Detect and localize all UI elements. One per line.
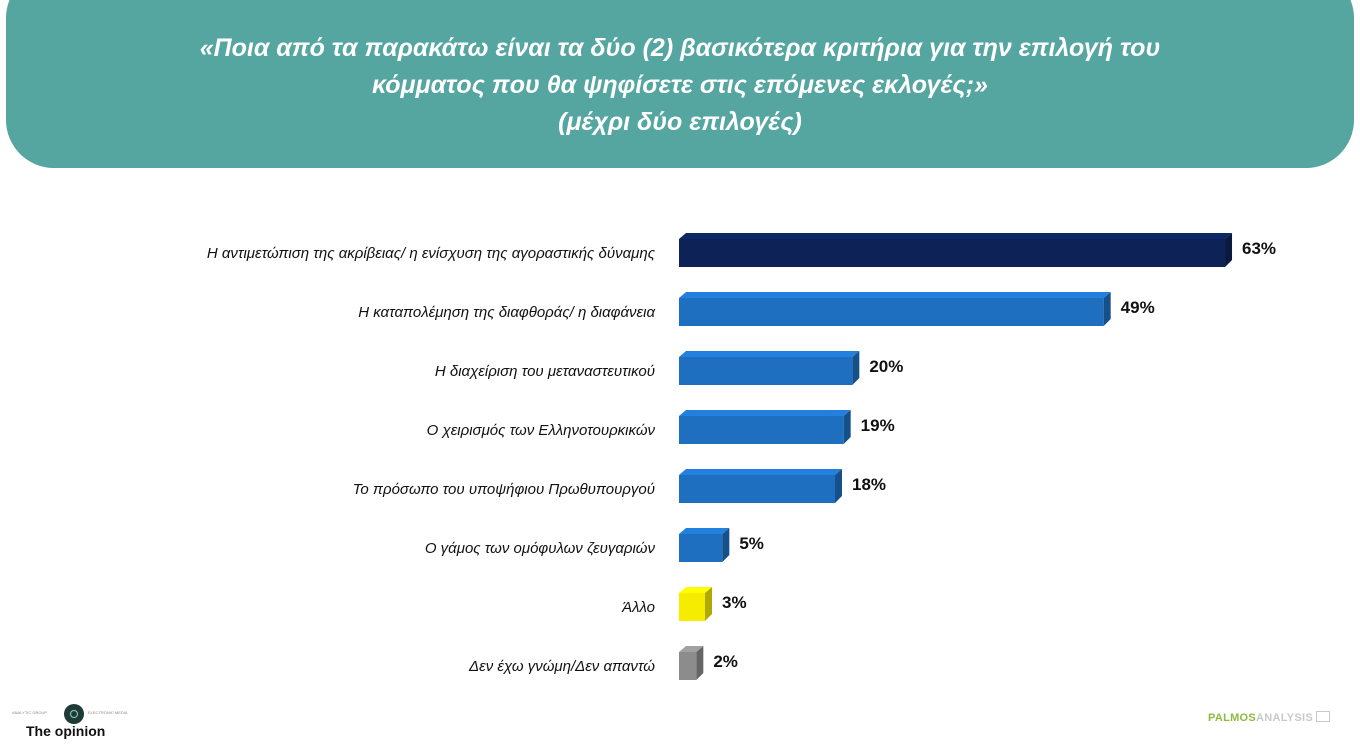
value-label: 19% bbox=[861, 416, 895, 435]
bar-side bbox=[705, 587, 713, 621]
the-opinion-logo: ANALYTIC GROUP ELECTRONIC MEDIA The opin… bbox=[12, 703, 152, 743]
bar-group: Ο χειρισμός των Ελληνοτουρκικών 19% bbox=[427, 410, 895, 444]
bar-top bbox=[679, 587, 713, 593]
bar-group: Το πρόσωπο του υποψήφιου Πρωθυπουργού 18% bbox=[353, 469, 886, 503]
bar-face bbox=[679, 534, 723, 562]
bar-group: Ο γάμος των ομόφυλων ζευγαριών 5% bbox=[425, 528, 764, 562]
question-note: (μέχρι δύο επιλογές) bbox=[558, 108, 802, 136]
value-label: 63% bbox=[1242, 239, 1276, 258]
value-label: 18% bbox=[852, 475, 886, 494]
category-label: Το πρόσωπο του υποψήφιου Πρωθυπουργού bbox=[353, 481, 655, 498]
bar-face bbox=[679, 298, 1104, 326]
bar-face bbox=[679, 416, 844, 444]
bar-side bbox=[852, 351, 860, 385]
category-label: Δεν έχω γνώμη/Δεν απαντώ bbox=[468, 658, 655, 675]
bar-face bbox=[679, 593, 706, 621]
category-label: Ο γάμος των ομόφυλων ζευγαριών bbox=[425, 540, 656, 557]
bar-top bbox=[679, 233, 1233, 239]
bar-top bbox=[679, 410, 851, 416]
question-line-2: κόμματος που θα ψηφίσετε στις επόμενες ε… bbox=[372, 71, 988, 99]
bar-face bbox=[679, 652, 697, 680]
bar-face bbox=[679, 239, 1226, 267]
category-label: Η καταπολέμηση της διαφθοράς/ η διαφάνει… bbox=[358, 304, 655, 321]
category-label: Η διαχείριση του μεταναστευτικού bbox=[435, 363, 655, 380]
bar-group: Η διαχείριση του μεταναστευτικού 20% bbox=[435, 351, 903, 385]
bar-side bbox=[835, 469, 843, 503]
bar-group: Δεν έχω γνώμη/Δεν απαντώ 2% bbox=[468, 646, 738, 680]
title-banner bbox=[6, 0, 1354, 168]
bar-group: Η καταπολέμηση της διαφθοράς/ η διαφάνει… bbox=[358, 292, 1155, 326]
logo-small-right-text: ELECTRONIC MEDIA bbox=[88, 710, 128, 715]
palmos-analysis-logo: PALMOSANALYSIS bbox=[1208, 711, 1331, 724]
logo-brand-text: The opinion bbox=[26, 723, 106, 739]
bar-face bbox=[679, 475, 836, 503]
palmos-text: PALMOS bbox=[1208, 712, 1257, 724]
bar-side bbox=[843, 410, 851, 444]
bar-group: Άλλο 3% bbox=[621, 587, 747, 621]
logo-small-left-text: ANALYTIC GROUP bbox=[12, 710, 48, 715]
category-label: Άλλο bbox=[621, 599, 655, 616]
category-label: Η αντιμετώπιση της ακρίβειας/ η ενίσχυση… bbox=[207, 245, 656, 262]
bar-top bbox=[679, 292, 1111, 298]
bar-top bbox=[679, 646, 704, 652]
question-line-1: «Ποια από τα παρακάτω είναι τα δύο (2) β… bbox=[199, 34, 1161, 62]
bar-side bbox=[696, 646, 704, 680]
bar-top bbox=[679, 351, 860, 357]
bar-side bbox=[1225, 233, 1233, 267]
value-label: 5% bbox=[739, 534, 764, 553]
value-label: 20% bbox=[869, 357, 903, 376]
category-label: Ο χειρισμός των Ελληνοτουρκικών bbox=[427, 422, 656, 439]
bar-group: Η αντιμετώπιση της ακρίβειας/ η ενίσχυση… bbox=[207, 233, 1276, 267]
value-label: 2% bbox=[713, 652, 738, 671]
bar-top bbox=[679, 528, 730, 534]
bar-top bbox=[679, 469, 843, 475]
analysis-text: ANALYSIS bbox=[1256, 712, 1314, 724]
bar-side bbox=[1103, 292, 1111, 326]
bar-side bbox=[722, 528, 730, 562]
screen-icon bbox=[1316, 711, 1331, 722]
bar-chart: Η αντιμετώπιση της ακρίβειας/ η ενίσχυση… bbox=[207, 233, 1276, 680]
question-title: «Ποια από τα παρακάτω είναι τα δύο (2) β… bbox=[6, 30, 1354, 141]
bar-face bbox=[679, 357, 853, 385]
value-label: 49% bbox=[1121, 298, 1155, 317]
opinion-circle-icon bbox=[64, 704, 84, 724]
value-label: 3% bbox=[722, 593, 747, 612]
